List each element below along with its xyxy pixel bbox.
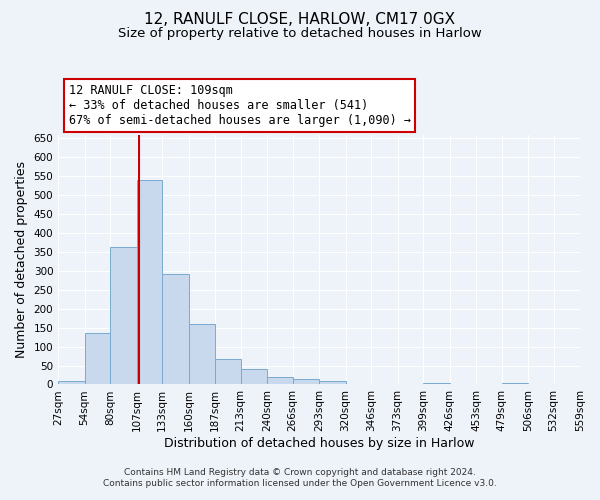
Text: Size of property relative to detached houses in Harlow: Size of property relative to detached ho… [118,28,482,40]
Bar [267,377,293,384]
Bar [58,380,85,384]
Bar [110,248,137,384]
Bar [188,324,215,384]
X-axis label: Distribution of detached houses by size in Harlow: Distribution of detached houses by size … [164,437,475,450]
Bar [502,382,528,384]
Bar [215,359,241,384]
Bar [423,382,449,384]
Text: 12, RANULF CLOSE, HARLOW, CM17 0GX: 12, RANULF CLOSE, HARLOW, CM17 0GX [145,12,455,28]
Bar [137,180,162,384]
Text: Contains HM Land Registry data © Crown copyright and database right 2024.
Contai: Contains HM Land Registry data © Crown c… [103,468,497,487]
Bar [85,333,110,384]
Y-axis label: Number of detached properties: Number of detached properties [15,161,28,358]
Bar [162,274,188,384]
Bar [319,382,346,384]
Bar [293,379,319,384]
Bar [241,370,267,384]
Text: 12 RANULF CLOSE: 109sqm
← 33% of detached houses are smaller (541)
67% of semi-d: 12 RANULF CLOSE: 109sqm ← 33% of detache… [68,84,410,127]
